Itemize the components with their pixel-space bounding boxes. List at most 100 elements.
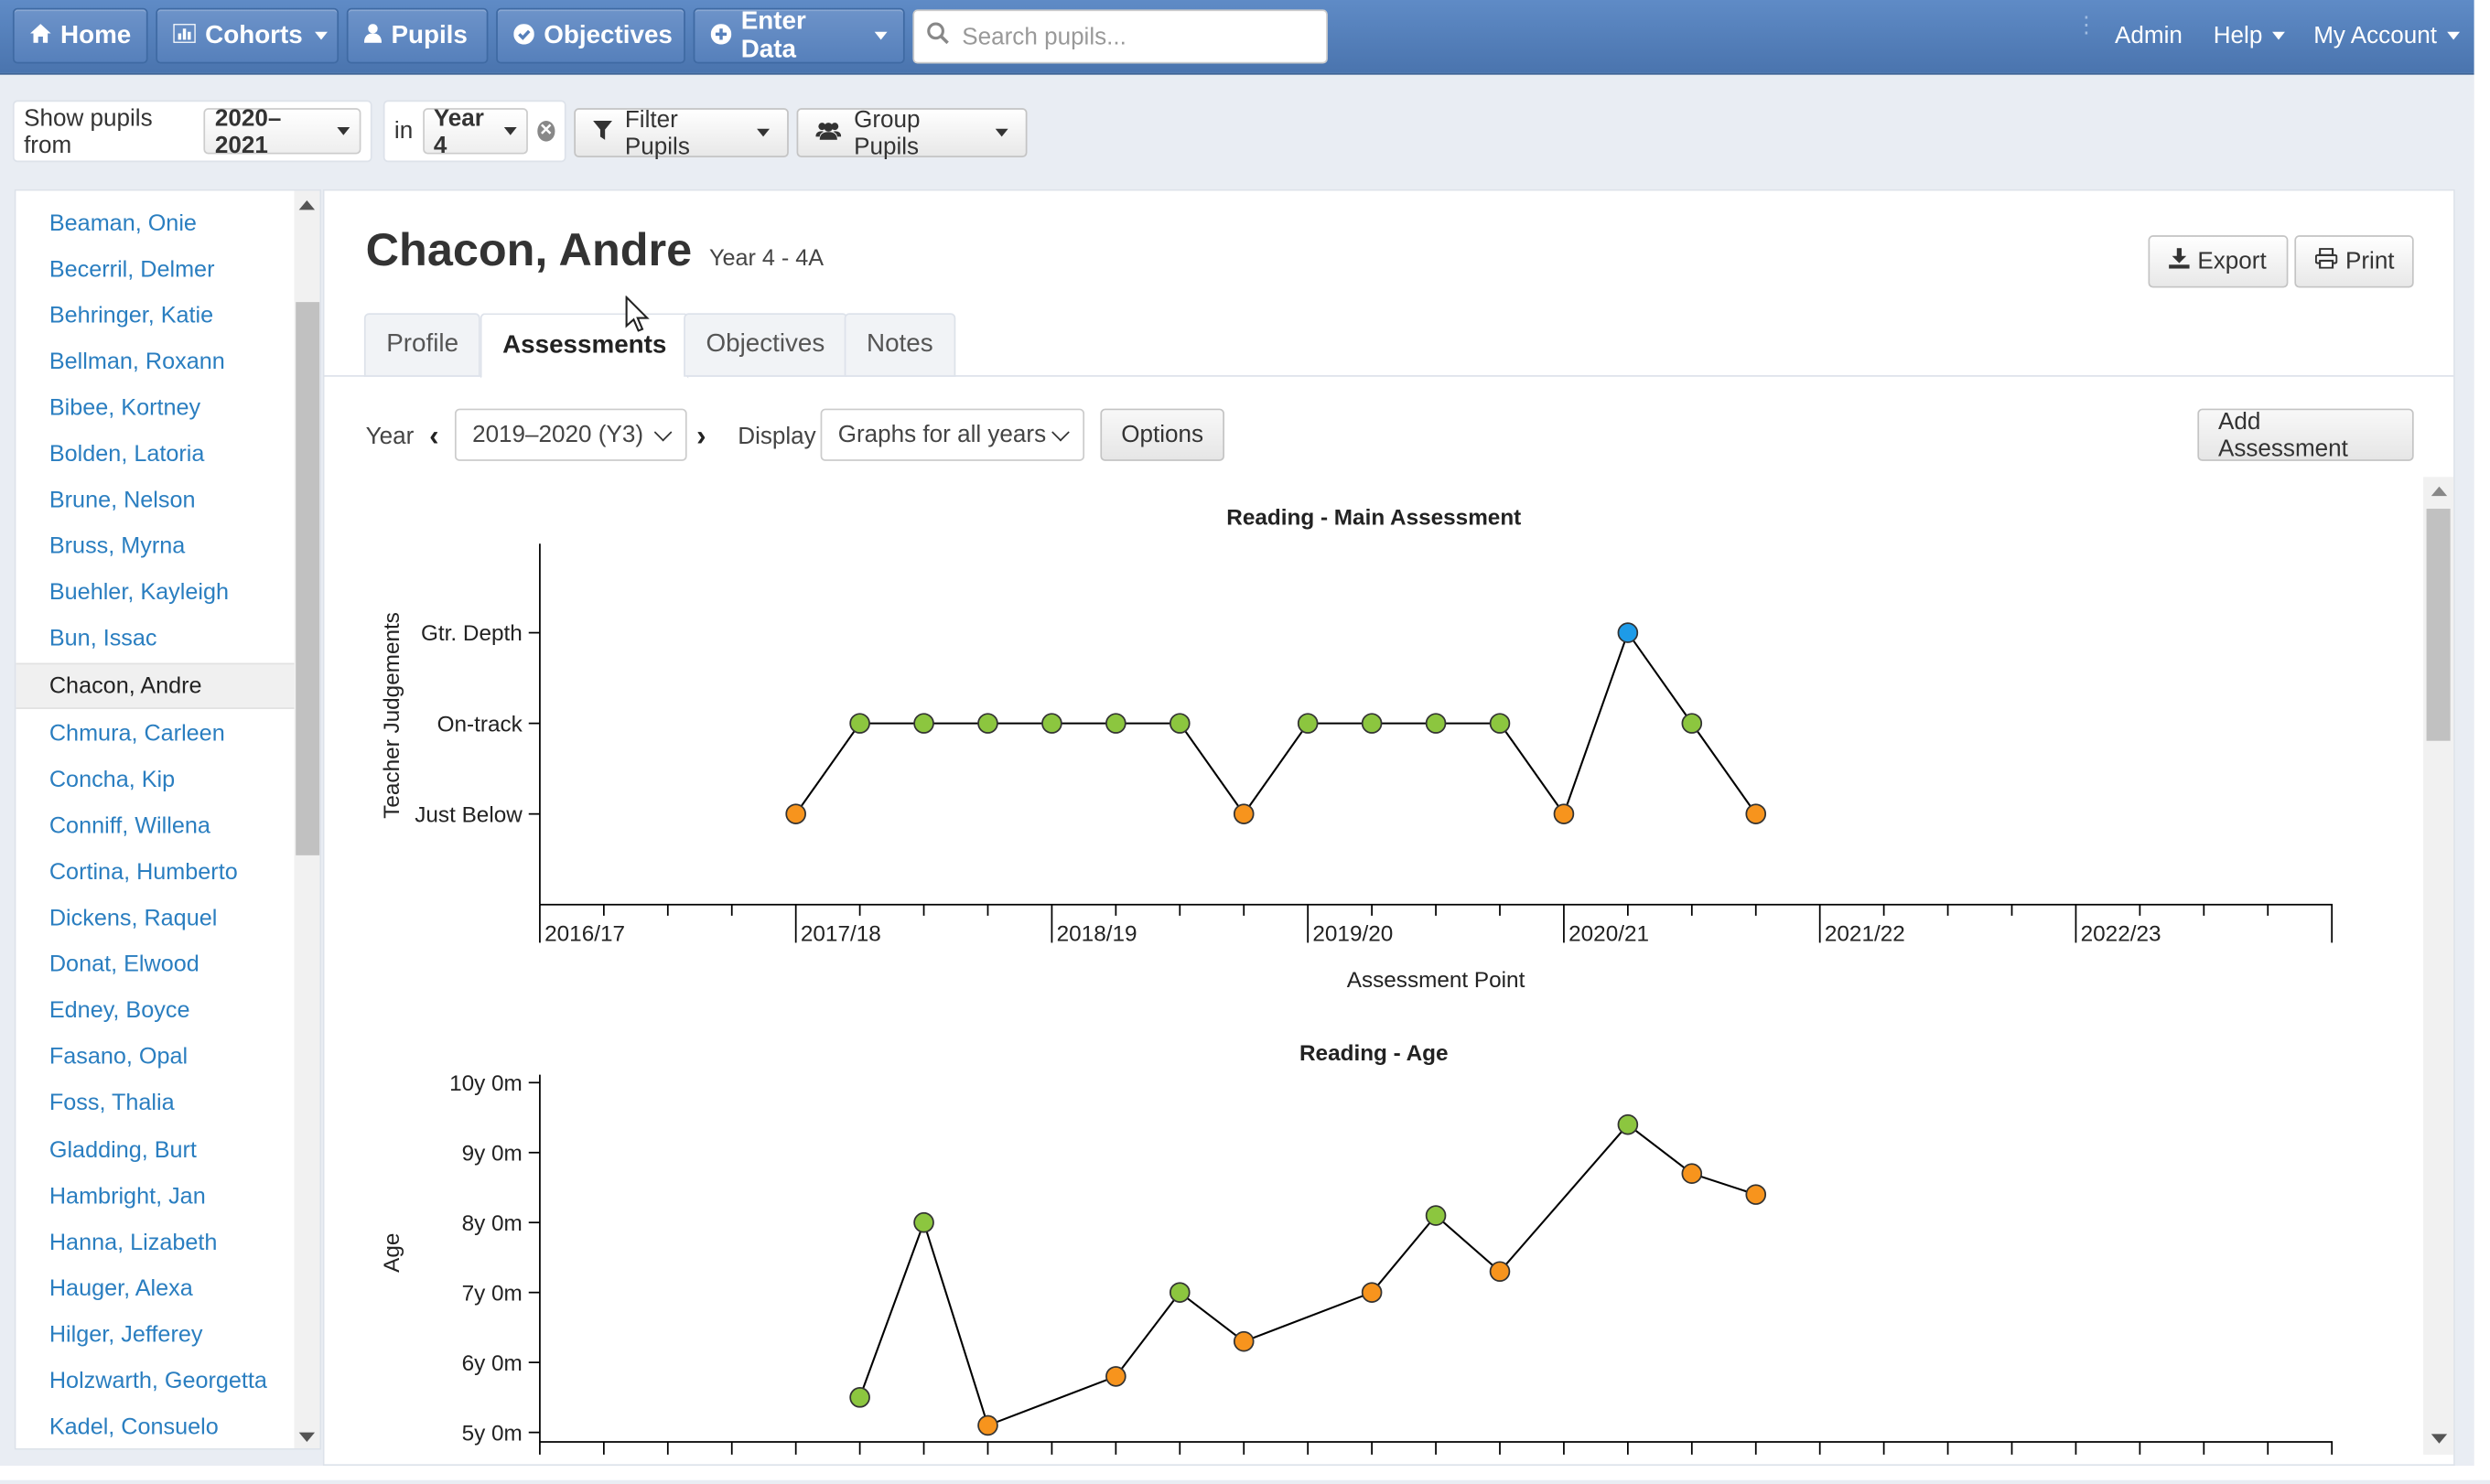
sidebar-pupil-item[interactable]: Donat, Elwood xyxy=(49,952,199,978)
data-point xyxy=(977,1414,998,1436)
tab-notes[interactable]: Notes xyxy=(844,313,955,377)
group-pupils-button[interactable]: Group Pupils xyxy=(796,106,1028,160)
data-point xyxy=(977,713,998,734)
sidebar-pupil-item[interactable]: Bruss, Myrna xyxy=(49,534,186,560)
user-icon xyxy=(363,24,383,48)
plus-circle-icon xyxy=(710,23,732,48)
sidebar-pupil-item[interactable]: Concha, Kip xyxy=(49,767,176,793)
enter-data-label: Enter Data xyxy=(740,6,806,63)
caret-down-icon xyxy=(757,128,770,137)
admin-label: Admin xyxy=(2115,22,2183,49)
caret-down-icon xyxy=(2271,31,2285,40)
in-label: in xyxy=(393,117,414,145)
assessment-year-select[interactable]: 2019–2020 (Y3) xyxy=(454,408,687,461)
sidebar-pupil-item[interactable]: Beaman, Onie xyxy=(49,210,197,237)
sidebar-pupil-item[interactable]: Chmura, Carleen xyxy=(49,721,225,747)
sidebar-pupil-item[interactable]: Fasano, Opal xyxy=(49,1045,189,1070)
year-group-value: Year 4 xyxy=(433,103,484,158)
sidebar-pupil-item[interactable]: Chacon, Andre xyxy=(16,662,295,709)
tab-profile[interactable]: Profile xyxy=(363,313,481,377)
data-point xyxy=(1105,713,1126,734)
search-icon xyxy=(927,22,949,50)
scroll-up-icon[interactable] xyxy=(298,199,316,210)
sidebar-pupil-item[interactable]: Bellman, Roxann xyxy=(49,349,225,375)
year-group-filter: in Year 4 ✕ xyxy=(383,100,566,163)
display-value: Graphs for all years xyxy=(837,421,1047,449)
sidebar-pupil-item[interactable]: Cortina, Humberto xyxy=(49,859,238,886)
data-point xyxy=(1233,803,1255,824)
add-assessment-button[interactable]: Add Assessment xyxy=(2197,407,2414,462)
scroll-down-icon[interactable] xyxy=(298,1432,316,1443)
objectives-button[interactable]: Objectives xyxy=(496,7,685,64)
y-tick-label: 10y 0m xyxy=(449,1071,523,1096)
sidebar-scrollbar-thumb[interactable] xyxy=(296,302,320,855)
my-account-label: My Account xyxy=(2313,22,2437,49)
sidebar-pupil-item[interactable]: Kadel, Consuelo xyxy=(49,1414,219,1441)
help-menu[interactable]: Help xyxy=(2214,22,2285,49)
sidebar-pupil-item[interactable]: Dickens, Raquel xyxy=(49,906,218,932)
my-account-menu[interactable]: My Account xyxy=(2313,22,2460,49)
search-input[interactable]: Search pupils... xyxy=(912,9,1328,64)
sidebar-pupil-item[interactable]: Foss, Thalia xyxy=(49,1091,175,1117)
export-button[interactable]: Export xyxy=(2148,235,2289,288)
sidebar-pupil-item[interactable]: Conniff, Willena xyxy=(49,813,210,840)
clear-filter-icon[interactable]: ✕ xyxy=(536,121,555,142)
y-axis-label: Age xyxy=(380,1233,404,1273)
year-filter-group: Show pupils from 2020–2021 xyxy=(12,100,372,163)
cohorts-label: Cohorts xyxy=(205,21,303,48)
sidebar-pupil-item[interactable]: Edney, Boyce xyxy=(49,998,190,1025)
data-point xyxy=(1681,713,1703,734)
download-icon xyxy=(2169,248,2190,275)
add-assessment-label: Add Assessment xyxy=(2217,407,2348,462)
y-tick-label: 9y 0m xyxy=(462,1141,523,1166)
cohorts-button[interactable]: Cohorts xyxy=(156,7,340,64)
bar-chart-icon xyxy=(172,22,198,48)
sidebar-pupil-item[interactable]: Bibee, Kortney xyxy=(49,395,201,422)
charts-scrollbar-thumb[interactable] xyxy=(2426,509,2451,741)
home-button[interactable]: Home xyxy=(12,7,148,64)
y-tick-label: 7y 0m xyxy=(462,1281,523,1306)
scroll-up-icon[interactable] xyxy=(2431,486,2448,497)
y-axis-label: Teacher Judgements xyxy=(380,612,404,819)
sidebar-pupil-item[interactable]: Bun, Issac xyxy=(49,627,157,653)
year-group-select[interactable]: Year 4 xyxy=(422,104,528,158)
data-point xyxy=(785,803,806,824)
sidebar-pupil-item[interactable]: Becerril, Delmer xyxy=(49,256,215,283)
filter-pupils-button[interactable]: Filter Pupils xyxy=(574,106,789,160)
next-year-icon[interactable]: › xyxy=(696,419,706,452)
previous-year-icon[interactable]: ‹ xyxy=(429,419,439,452)
tab-objectives[interactable]: Objectives xyxy=(684,313,847,377)
enter-data-button[interactable]: Enter Data xyxy=(693,6,905,64)
data-point xyxy=(913,713,934,734)
data-point xyxy=(849,1387,870,1408)
pupil-class: Year 4 - 4A xyxy=(708,246,825,273)
sidebar-pupil-item[interactable]: Holzwarth, Georgetta xyxy=(49,1369,267,1394)
sidebar-pupil-item[interactable]: Hilger, Jefferey xyxy=(49,1322,203,1349)
admin-link[interactable]: Admin xyxy=(2115,22,2183,49)
sidebar-pupil-item[interactable]: Buehler, Kayleigh xyxy=(49,580,229,607)
sidebar-pupil-item[interactable]: Brune, Nelson xyxy=(49,488,196,514)
display-select[interactable]: Graphs for all years xyxy=(820,408,1085,461)
print-button[interactable]: Print xyxy=(2294,235,2414,288)
sidebar-pupil-item[interactable]: Gladding, Burt xyxy=(49,1137,197,1164)
sidebar-pupil-item[interactable]: Hanna, Lizabeth xyxy=(49,1230,218,1256)
academic-year-select[interactable]: 2020–2021 xyxy=(203,104,361,158)
help-label: Help xyxy=(2213,22,2263,49)
scroll-down-icon[interactable] xyxy=(2431,1434,2448,1444)
options-button[interactable]: Options xyxy=(1100,408,1224,461)
y-tick-label: 8y 0m xyxy=(462,1211,523,1236)
x-tick-label: 2016/17 xyxy=(544,922,625,947)
pupils-button[interactable]: Pupils xyxy=(346,7,489,64)
pupils-label: Pupils xyxy=(391,21,468,48)
pupil-name: Chacon, Andre xyxy=(365,225,693,277)
options-label: Options xyxy=(1121,421,1204,449)
data-point xyxy=(1745,1184,1767,1205)
sidebar-pupil-item[interactable]: Hambright, Jan xyxy=(49,1183,206,1210)
sidebar-pupil-item[interactable]: Bolden, Latoria xyxy=(49,442,205,468)
series-line xyxy=(858,1123,1757,1427)
tab-objectives-label: Objectives xyxy=(706,330,825,358)
sidebar-pupil-item[interactable]: Hauger, Alexa xyxy=(49,1275,193,1302)
sidebar-pupil-item[interactable]: Behringer, Katie xyxy=(49,303,214,329)
